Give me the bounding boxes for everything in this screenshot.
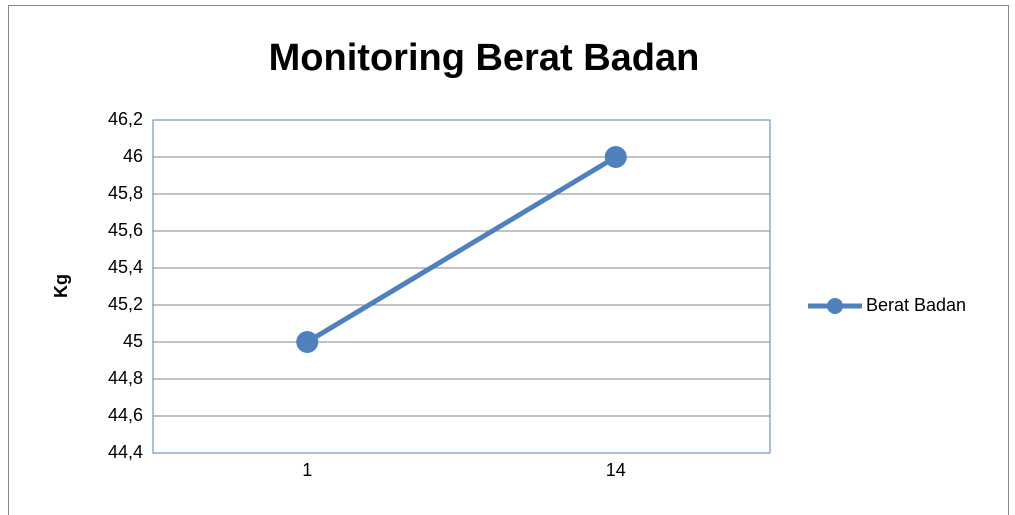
y-tick-label: 46 (123, 146, 143, 166)
y-tick-label: 45,8 (108, 183, 143, 203)
chart-title: Monitoring Berat Badan (269, 37, 700, 79)
y-tick-label: 46,2 (108, 109, 143, 129)
y-tick-label: 44,4 (108, 442, 143, 462)
y-tick-label: 45,6 (108, 220, 143, 240)
y-tick-label: 45,2 (108, 294, 143, 314)
series-marker (604, 146, 627, 168)
series-line (305, 154, 618, 345)
legend-label: Berat Badan (866, 295, 966, 315)
y-tick-label: 45,4 (108, 257, 143, 277)
y-tick-label: 45 (123, 331, 143, 351)
x-tick-label: 1 (302, 460, 312, 480)
legend-marker (827, 298, 843, 314)
y-axis-label: Kg (51, 274, 71, 298)
plot-border (152, 119, 771, 454)
series-marker (296, 331, 319, 353)
x-tick-label: 14 (606, 460, 626, 480)
chart-frame (8, 5, 1009, 515)
y-tick-label: 44,8 (108, 368, 143, 388)
y-tick-label: 44,6 (108, 405, 143, 425)
